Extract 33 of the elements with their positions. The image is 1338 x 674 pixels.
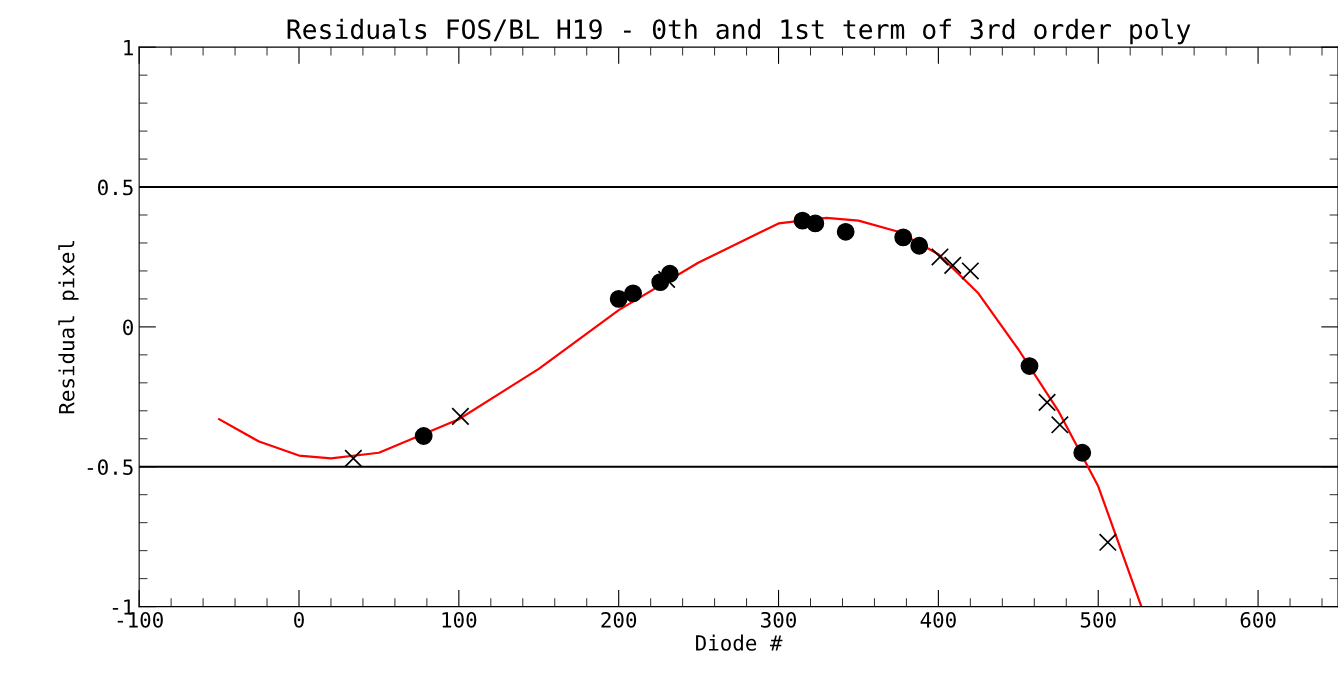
x-tick-label: 400 (920, 611, 956, 628)
x-tick-label: 600 (1240, 611, 1276, 628)
y-axis-title: Residual pixel (58, 241, 79, 414)
y-tick-label: 0 (123, 319, 133, 336)
x-tick-label: 0 (294, 611, 304, 628)
point (451, 407, 470, 426)
line-series (217, 216, 1143, 607)
x-axis-title: Diode # (696, 634, 783, 651)
y-tick-label: 0.5 (98, 179, 133, 196)
point (1073, 443, 1092, 462)
y-tick-label: 1 (124, 39, 133, 56)
point (961, 261, 980, 281)
point (344, 449, 363, 468)
y-tick-label: -0.5 (87, 459, 133, 476)
point (657, 270, 676, 289)
point (836, 222, 855, 241)
point (1020, 357, 1039, 375)
point (910, 236, 929, 255)
point (943, 256, 962, 275)
point (609, 290, 628, 308)
point (1098, 533, 1117, 552)
point (624, 284, 642, 303)
point (930, 247, 950, 267)
chart-title: Residuals FOS/BL H19 - 0th and 1st term of 3rd order poly (287, 18, 1191, 45)
point (894, 228, 913, 247)
x-tick-label: 300 (761, 611, 796, 628)
x-tick-label: 100 (442, 611, 477, 628)
point (806, 214, 825, 233)
point (414, 427, 433, 445)
point (1050, 415, 1069, 434)
x-tick-label: 500 (1080, 611, 1116, 628)
x-tick-label: 200 (601, 611, 637, 628)
point (1038, 393, 1057, 412)
